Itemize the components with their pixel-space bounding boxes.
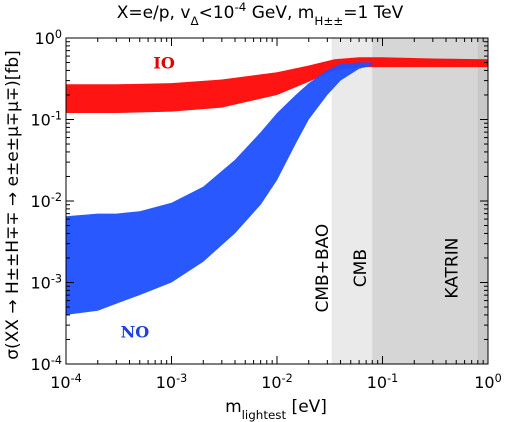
x-tick-label: 10-3 [156, 372, 188, 393]
y-tick-label: 10-4 [30, 354, 62, 375]
bound-labels: CMB+BAO CMB KATRIN [313, 224, 463, 313]
y-tick-label: 10-2 [30, 191, 62, 212]
chart-title: X=e/p, vΔ<10-4 GeV, mH±±=1 TeV [117, 0, 404, 28]
bound-label-cmb-bao: CMB+BAO [313, 224, 333, 313]
bound-label-cmb: CMB [351, 249, 371, 287]
y-tick-label: 100 [35, 28, 62, 49]
x-tick-label: 10-4 [50, 372, 82, 393]
y-tick-label: 10-3 [30, 272, 62, 293]
x-tick-label: 100 [474, 372, 501, 393]
series-band-io [66, 57, 488, 113]
x-axis-label: mlightest [eV] [225, 397, 327, 422]
bound-label-katrin: KATRIN [442, 238, 462, 299]
bound-region-cmb [372, 38, 488, 364]
series-band-no [66, 62, 373, 315]
x-tick-label: 10-2 [261, 372, 293, 393]
y-tick-label: 10-1 [30, 109, 62, 130]
series-label-no: NO [121, 323, 150, 342]
x-tick-label: 10-1 [367, 372, 399, 393]
series-label-io: IO [153, 54, 174, 73]
y-axis-label: σ(XX → H±±H∓∓ → e±e±μ∓μ∓)[fb] [3, 50, 23, 360]
series-labels: IO NO [121, 54, 175, 342]
plot-area [66, 38, 488, 364]
